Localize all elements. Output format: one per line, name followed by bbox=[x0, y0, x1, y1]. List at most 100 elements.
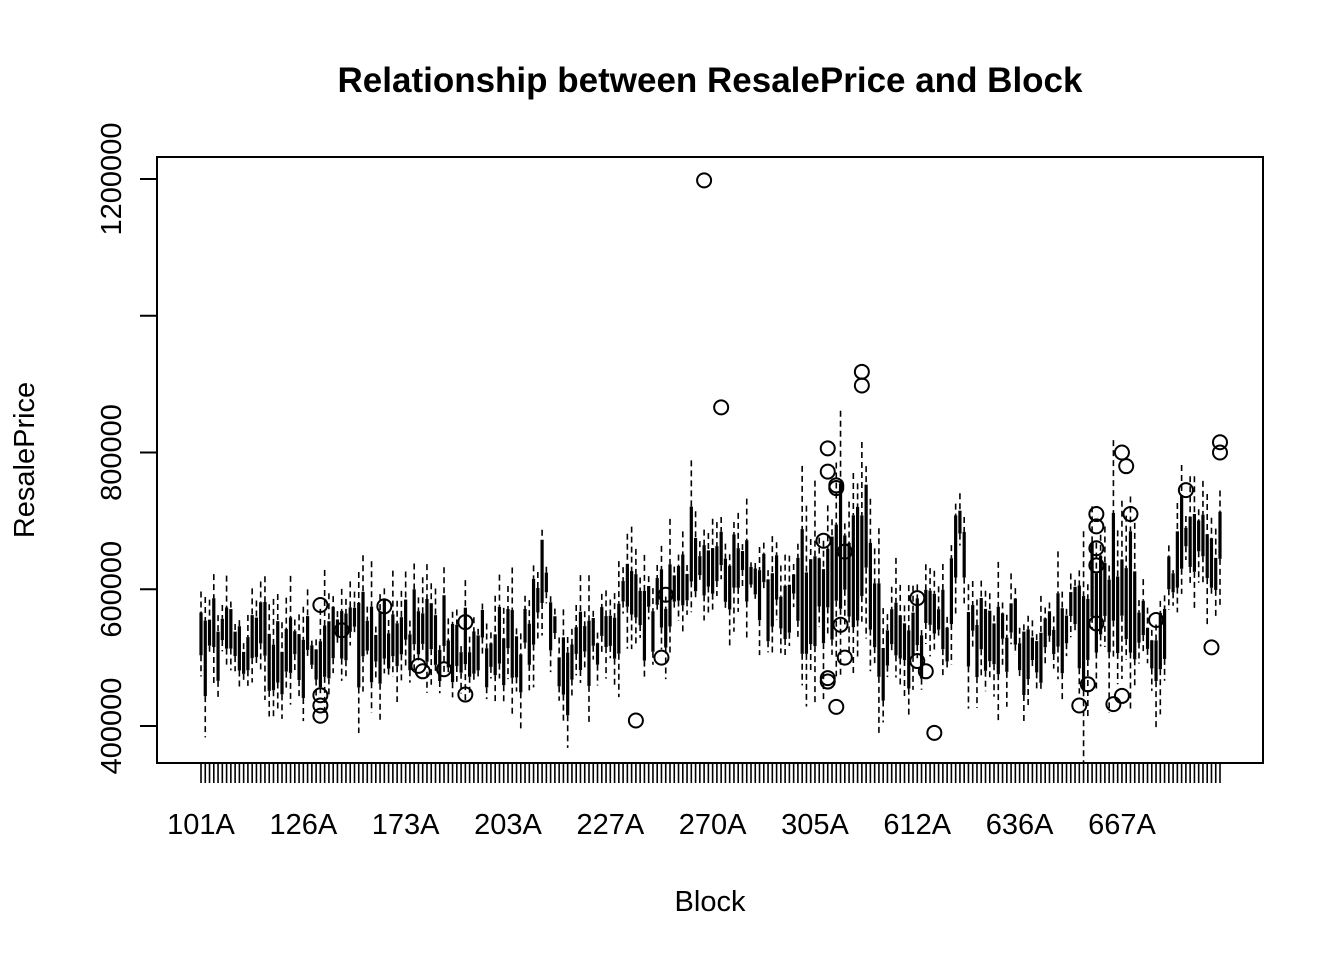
box bbox=[873, 548, 877, 664]
box-body bbox=[506, 609, 510, 649]
box-body bbox=[587, 620, 591, 686]
box bbox=[612, 593, 617, 686]
outlier-point bbox=[836, 649, 853, 666]
outlier-point bbox=[1212, 444, 1228, 461]
box bbox=[561, 609, 566, 723]
box bbox=[719, 516, 723, 580]
box bbox=[860, 441, 864, 622]
box-body bbox=[242, 651, 246, 674]
box bbox=[604, 590, 608, 679]
box-body bbox=[728, 565, 732, 610]
outlier-point bbox=[917, 663, 934, 680]
box bbox=[796, 543, 800, 637]
box bbox=[574, 604, 578, 676]
box bbox=[1197, 509, 1201, 583]
box-body bbox=[1013, 598, 1017, 645]
box bbox=[766, 570, 770, 653]
box-body bbox=[1022, 631, 1026, 695]
box bbox=[851, 473, 855, 676]
box bbox=[907, 585, 911, 716]
box-body bbox=[1030, 637, 1035, 661]
box bbox=[711, 518, 715, 611]
box-body bbox=[612, 617, 617, 659]
box-body bbox=[736, 548, 740, 588]
box-body bbox=[544, 572, 548, 593]
box bbox=[510, 567, 514, 715]
box-body bbox=[327, 621, 331, 679]
box bbox=[864, 466, 868, 639]
box bbox=[305, 589, 310, 659]
box bbox=[263, 576, 267, 701]
box-body bbox=[800, 529, 804, 654]
box bbox=[1175, 502, 1179, 613]
box bbox=[1047, 602, 1052, 643]
outlier-point bbox=[1118, 458, 1135, 475]
outlier-point bbox=[1113, 444, 1130, 461]
outlier-point bbox=[909, 653, 926, 670]
box bbox=[233, 624, 237, 672]
box bbox=[540, 529, 544, 636]
y-tick-label: 800000 bbox=[96, 404, 128, 501]
box-body bbox=[416, 611, 421, 655]
box bbox=[894, 557, 898, 678]
box-body bbox=[638, 590, 642, 626]
box-body bbox=[766, 579, 770, 642]
box-body bbox=[1180, 495, 1184, 569]
outlier-point bbox=[1088, 506, 1105, 523]
box-body bbox=[224, 607, 229, 649]
outlier-point bbox=[853, 377, 870, 394]
box-body bbox=[1209, 538, 1214, 588]
box-body bbox=[834, 524, 838, 601]
box bbox=[668, 518, 672, 656]
box-body bbox=[1162, 608, 1167, 659]
box-body bbox=[996, 606, 1000, 675]
box-body bbox=[1052, 629, 1056, 654]
box bbox=[242, 643, 246, 683]
box bbox=[1107, 565, 1111, 713]
outlier-point bbox=[312, 687, 329, 704]
box-body bbox=[672, 575, 676, 602]
box-body bbox=[796, 557, 800, 621]
box bbox=[932, 570, 936, 652]
box bbox=[732, 521, 736, 632]
box-body bbox=[864, 484, 868, 568]
outlier-point bbox=[926, 724, 943, 741]
box bbox=[1205, 493, 1209, 628]
box bbox=[919, 630, 924, 690]
outlier-point bbox=[414, 663, 431, 680]
box-body bbox=[890, 609, 894, 645]
box bbox=[855, 483, 860, 658]
outlier-point bbox=[627, 712, 644, 729]
box-body bbox=[549, 602, 553, 651]
outlier-point bbox=[1088, 557, 1105, 574]
box-body bbox=[357, 602, 361, 688]
box-body bbox=[527, 623, 531, 665]
box bbox=[489, 632, 493, 679]
x-tick-label: 667A bbox=[1088, 809, 1156, 841]
box bbox=[1026, 615, 1030, 706]
box bbox=[779, 565, 783, 654]
box bbox=[450, 611, 455, 698]
box-body bbox=[1069, 592, 1073, 616]
box bbox=[809, 539, 813, 672]
box bbox=[1060, 591, 1064, 701]
box bbox=[514, 628, 519, 692]
box bbox=[335, 611, 340, 647]
box bbox=[1073, 579, 1077, 631]
box bbox=[344, 598, 348, 681]
box-body bbox=[267, 633, 271, 691]
box bbox=[1145, 607, 1150, 664]
box-body bbox=[1039, 632, 1043, 683]
box-body bbox=[1214, 557, 1218, 590]
box-body bbox=[1000, 613, 1005, 639]
box bbox=[323, 570, 327, 714]
outlier-point bbox=[713, 399, 730, 416]
box bbox=[992, 615, 996, 697]
box bbox=[647, 576, 651, 620]
y-tick-label: 600000 bbox=[96, 541, 128, 638]
box bbox=[199, 591, 203, 677]
box bbox=[531, 565, 536, 688]
box-body bbox=[868, 543, 872, 630]
box bbox=[1120, 500, 1124, 680]
box-body bbox=[924, 589, 928, 624]
